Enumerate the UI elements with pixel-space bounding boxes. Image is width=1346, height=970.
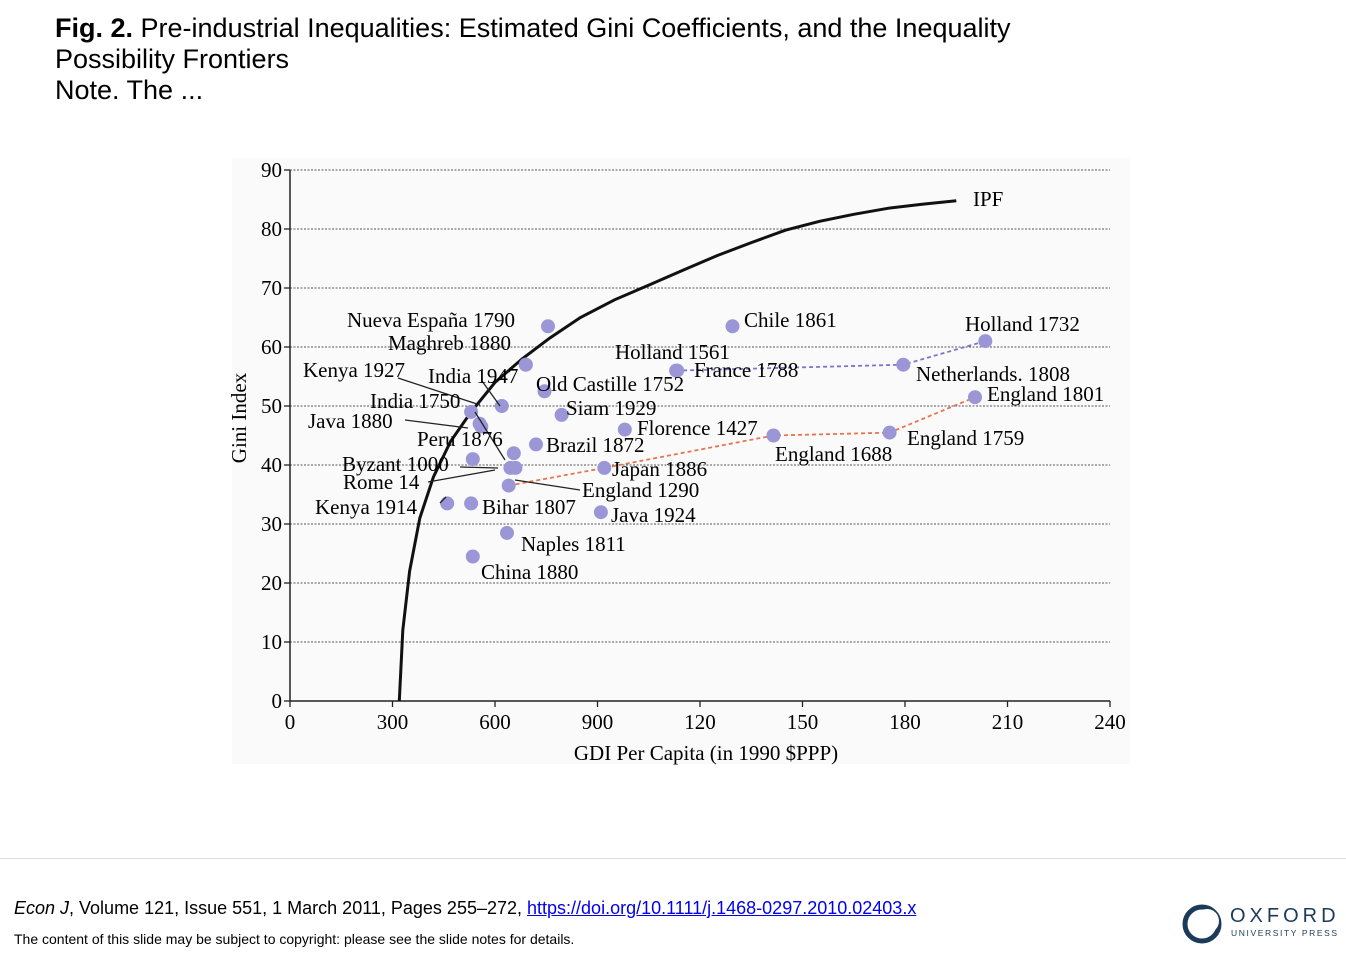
data-point (766, 428, 781, 443)
label-netherlands: Netherlands. 1808 (916, 362, 1070, 386)
point-labels: Nueva España 1790 Chile 1861 Holland 173… (303, 308, 1104, 584)
data-point (501, 478, 516, 493)
figure-label: Fig. 2. (55, 13, 134, 43)
label-bihar: Bihar 1807 (482, 495, 576, 519)
label-rome: Rome 14 (343, 470, 420, 494)
data-point (500, 525, 514, 540)
label-maghreb: Maghreb 1880 (388, 331, 511, 355)
y-tick-label: 20 (261, 571, 282, 595)
citation: Econ J, Volume 121, Issue 551, 1 March 2… (14, 898, 916, 919)
figure-title-text: Pre-industrial Inequalities: Estimated G… (55, 13, 1011, 74)
chart-background (232, 158, 1130, 764)
data-point (593, 505, 608, 520)
ipf-label: IPF (973, 187, 1003, 211)
label-china: China 1880 (481, 560, 578, 584)
y-tick-label: 50 (261, 394, 282, 418)
x-tick-label: 180 (889, 710, 921, 734)
data-point (465, 549, 480, 564)
label-france: France 1788 (694, 358, 798, 382)
label-siam: Siam 1929 (566, 396, 656, 420)
x-tick-label: 240 (1094, 710, 1126, 734)
label-java-1880: Java 1880 (308, 409, 393, 433)
label-nueva-espana: Nueva España 1790 (347, 308, 515, 332)
y-tick-label: 90 (261, 158, 282, 182)
data-point (464, 404, 479, 419)
x-tick-label: 210 (992, 710, 1024, 734)
data-point (465, 452, 480, 467)
data-point (968, 390, 982, 405)
y-tick-label: 70 (261, 276, 282, 300)
y-tick-label: 80 (261, 217, 282, 241)
data-points (440, 319, 993, 564)
label-florence: Florence 1427 (637, 416, 758, 440)
x-tick-label: 600 (479, 710, 511, 734)
data-point (541, 319, 555, 334)
publisher-subtitle: UNIVERSITY PRESS (1231, 928, 1339, 938)
x-tick-label: 120 (684, 710, 716, 734)
data-point (472, 416, 487, 431)
label-england-1801: England 1801 (987, 382, 1104, 406)
data-point (597, 460, 612, 475)
data-point (537, 384, 552, 399)
label-japan: Japan 1886 (612, 457, 707, 481)
x-tick-label: 0 (285, 710, 296, 734)
y-tick-label: 40 (261, 453, 282, 477)
x-tick-label: 900 (582, 710, 614, 734)
y-tick-label: 30 (261, 512, 282, 536)
y-axis-title: Gini Index (227, 372, 251, 463)
data-point (670, 363, 685, 378)
data-point (464, 496, 479, 511)
data-point (617, 422, 632, 437)
journal-name: Econ J (14, 898, 70, 918)
doi-link[interactable]: https://doi.org/10.1111/j.1468-0297.2010… (527, 898, 917, 918)
data-point (494, 399, 509, 413)
label-byzant: Byzant 1000 (342, 452, 449, 476)
label-india-1947: India 1947 (428, 364, 518, 388)
copyright-notice: The content of this slide may be subject… (14, 931, 575, 947)
label-brazil: Brazil 1872 (546, 433, 645, 457)
data-point (506, 446, 521, 461)
grid-lines (290, 169, 1110, 643)
label-chile: Chile 1861 (744, 308, 837, 332)
oxford-logo-icon (1182, 904, 1222, 944)
data-point (978, 334, 993, 349)
label-india-1750: India 1750 (370, 389, 460, 413)
label-england-1290: England 1290 (582, 478, 699, 502)
citation-details: , Volume 121, Issue 551, 1 March 2011, P… (69, 898, 528, 918)
label-england-1759: England 1759 (907, 426, 1024, 450)
footer-divider (0, 858, 1346, 859)
data-point (529, 437, 543, 452)
y-tick-label: 0 (272, 689, 283, 713)
label-holland-1561: Holland 1561 (615, 340, 730, 364)
label-holland-1732: Holland 1732 (965, 312, 1080, 336)
x-tick-label: 150 (787, 710, 819, 734)
annotation-arrows (397, 377, 581, 504)
data-point (725, 319, 740, 334)
x-axis-title: GDI Per Capita (in 1990 $PPP) (574, 741, 838, 765)
data-point (882, 425, 897, 440)
label-england-1688: England 1688 (775, 442, 892, 466)
label-peru: Peru 1876 (417, 427, 503, 451)
figure-title: Fig. 2. Pre-industrial Inequalities: Est… (55, 13, 1055, 106)
ipf-curve (397, 199, 957, 702)
label-naples: Naples 1811 (521, 532, 626, 556)
figure-note: Note. The ... (55, 75, 204, 105)
data-point (896, 357, 911, 372)
data-point (518, 357, 533, 372)
x-tick-label: 300 (377, 710, 409, 734)
y-tick-label: 10 (261, 630, 282, 654)
label-java-1924: Java 1924 (611, 503, 696, 527)
publisher-name: OXFORD (1230, 905, 1340, 927)
label-kenya-1914: Kenya 1914 (315, 495, 418, 519)
label-kenya-1927: Kenya 1927 (303, 358, 405, 382)
data-point (440, 496, 455, 511)
data-point (554, 407, 569, 422)
data-point (508, 460, 523, 475)
label-old-castille: Old Castille 1752 (536, 372, 684, 396)
y-tick-label: 60 (261, 335, 282, 359)
